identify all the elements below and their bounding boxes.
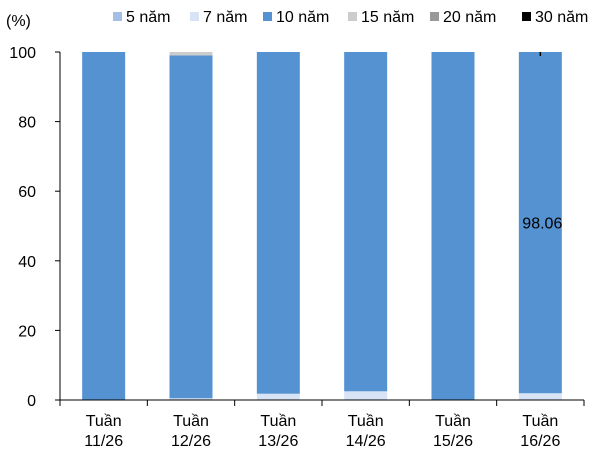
legend-swatch <box>348 12 357 21</box>
y-axis-unit-label: (%) <box>6 13 31 30</box>
legend-label: 20 năm <box>443 9 496 26</box>
legend-swatch <box>113 12 122 21</box>
legend-label: 5 năm <box>126 9 170 26</box>
bars <box>82 52 562 400</box>
legend-swatch <box>190 12 199 21</box>
y-tick-label: 60 <box>18 184 36 201</box>
legend-item-7-n-m: 7 năm <box>190 9 247 26</box>
bar-15-n-m-2 <box>169 52 213 56</box>
y-tick-label: 20 <box>18 323 36 340</box>
bar-7-n-m-3 <box>256 393 300 400</box>
legend-label: 30 năm <box>535 9 588 26</box>
legend-swatch <box>430 12 439 21</box>
axes: 0 20 40 60 80 100 Tuần 11/26 Tuần 12/26 Tuần 13/26 T… <box>9 45 585 450</box>
legend-swatch <box>522 12 531 21</box>
legend-label: 15 năm <box>361 9 414 26</box>
data-labels: 98.06 <box>522 52 562 233</box>
x-tick-label: Tuần 11/26 <box>84 413 123 450</box>
y-tick-label: 0 <box>27 393 36 410</box>
bar-7-n-m-4 <box>344 391 388 400</box>
legend-label: 10 năm <box>276 9 329 26</box>
x-tick-label: Tuần 15/26 <box>433 413 473 450</box>
legend-item-5-n-m: 5 năm <box>113 9 170 26</box>
data-label-10-n-m: 98.06 <box>522 216 562 233</box>
bar-10-n-m-4 <box>344 52 388 392</box>
x-tick-label: Tuần 16/26 <box>520 413 560 450</box>
legend-item-10-n-m: 10 năm <box>263 9 329 26</box>
x-tick-label: Tuần 12/26 <box>171 413 211 450</box>
y-tick-label: 80 <box>18 115 36 132</box>
legend-item-30-n-m: 30 năm <box>522 9 588 26</box>
bar-10-n-m-5 <box>431 52 475 400</box>
bar-10-n-m-3 <box>256 52 300 394</box>
x-tick-label: Tuần 13/26 <box>258 413 298 450</box>
legend-item-20-n-m: 20 năm <box>430 9 496 26</box>
bar-10-n-m-6 <box>518 52 562 394</box>
bar-10-n-m-1 <box>82 52 126 400</box>
legend: 5 năm 7 năm 10 năm 15 năm 20 năm 30 năm <box>113 9 588 26</box>
legend-label: 7 năm <box>203 9 247 26</box>
bar-10-n-m-2 <box>169 55 213 399</box>
y-tick-label: 100 <box>9 45 36 62</box>
legend-item-15-n-m: 15 năm <box>348 9 414 26</box>
bar-7-n-m-2 <box>169 398 213 400</box>
x-tick-label: Tuần 14/26 <box>346 413 386 450</box>
bar-7-n-m-6 <box>518 393 562 400</box>
y-tick-label: 40 <box>18 254 36 271</box>
legend-swatch <box>263 12 272 21</box>
